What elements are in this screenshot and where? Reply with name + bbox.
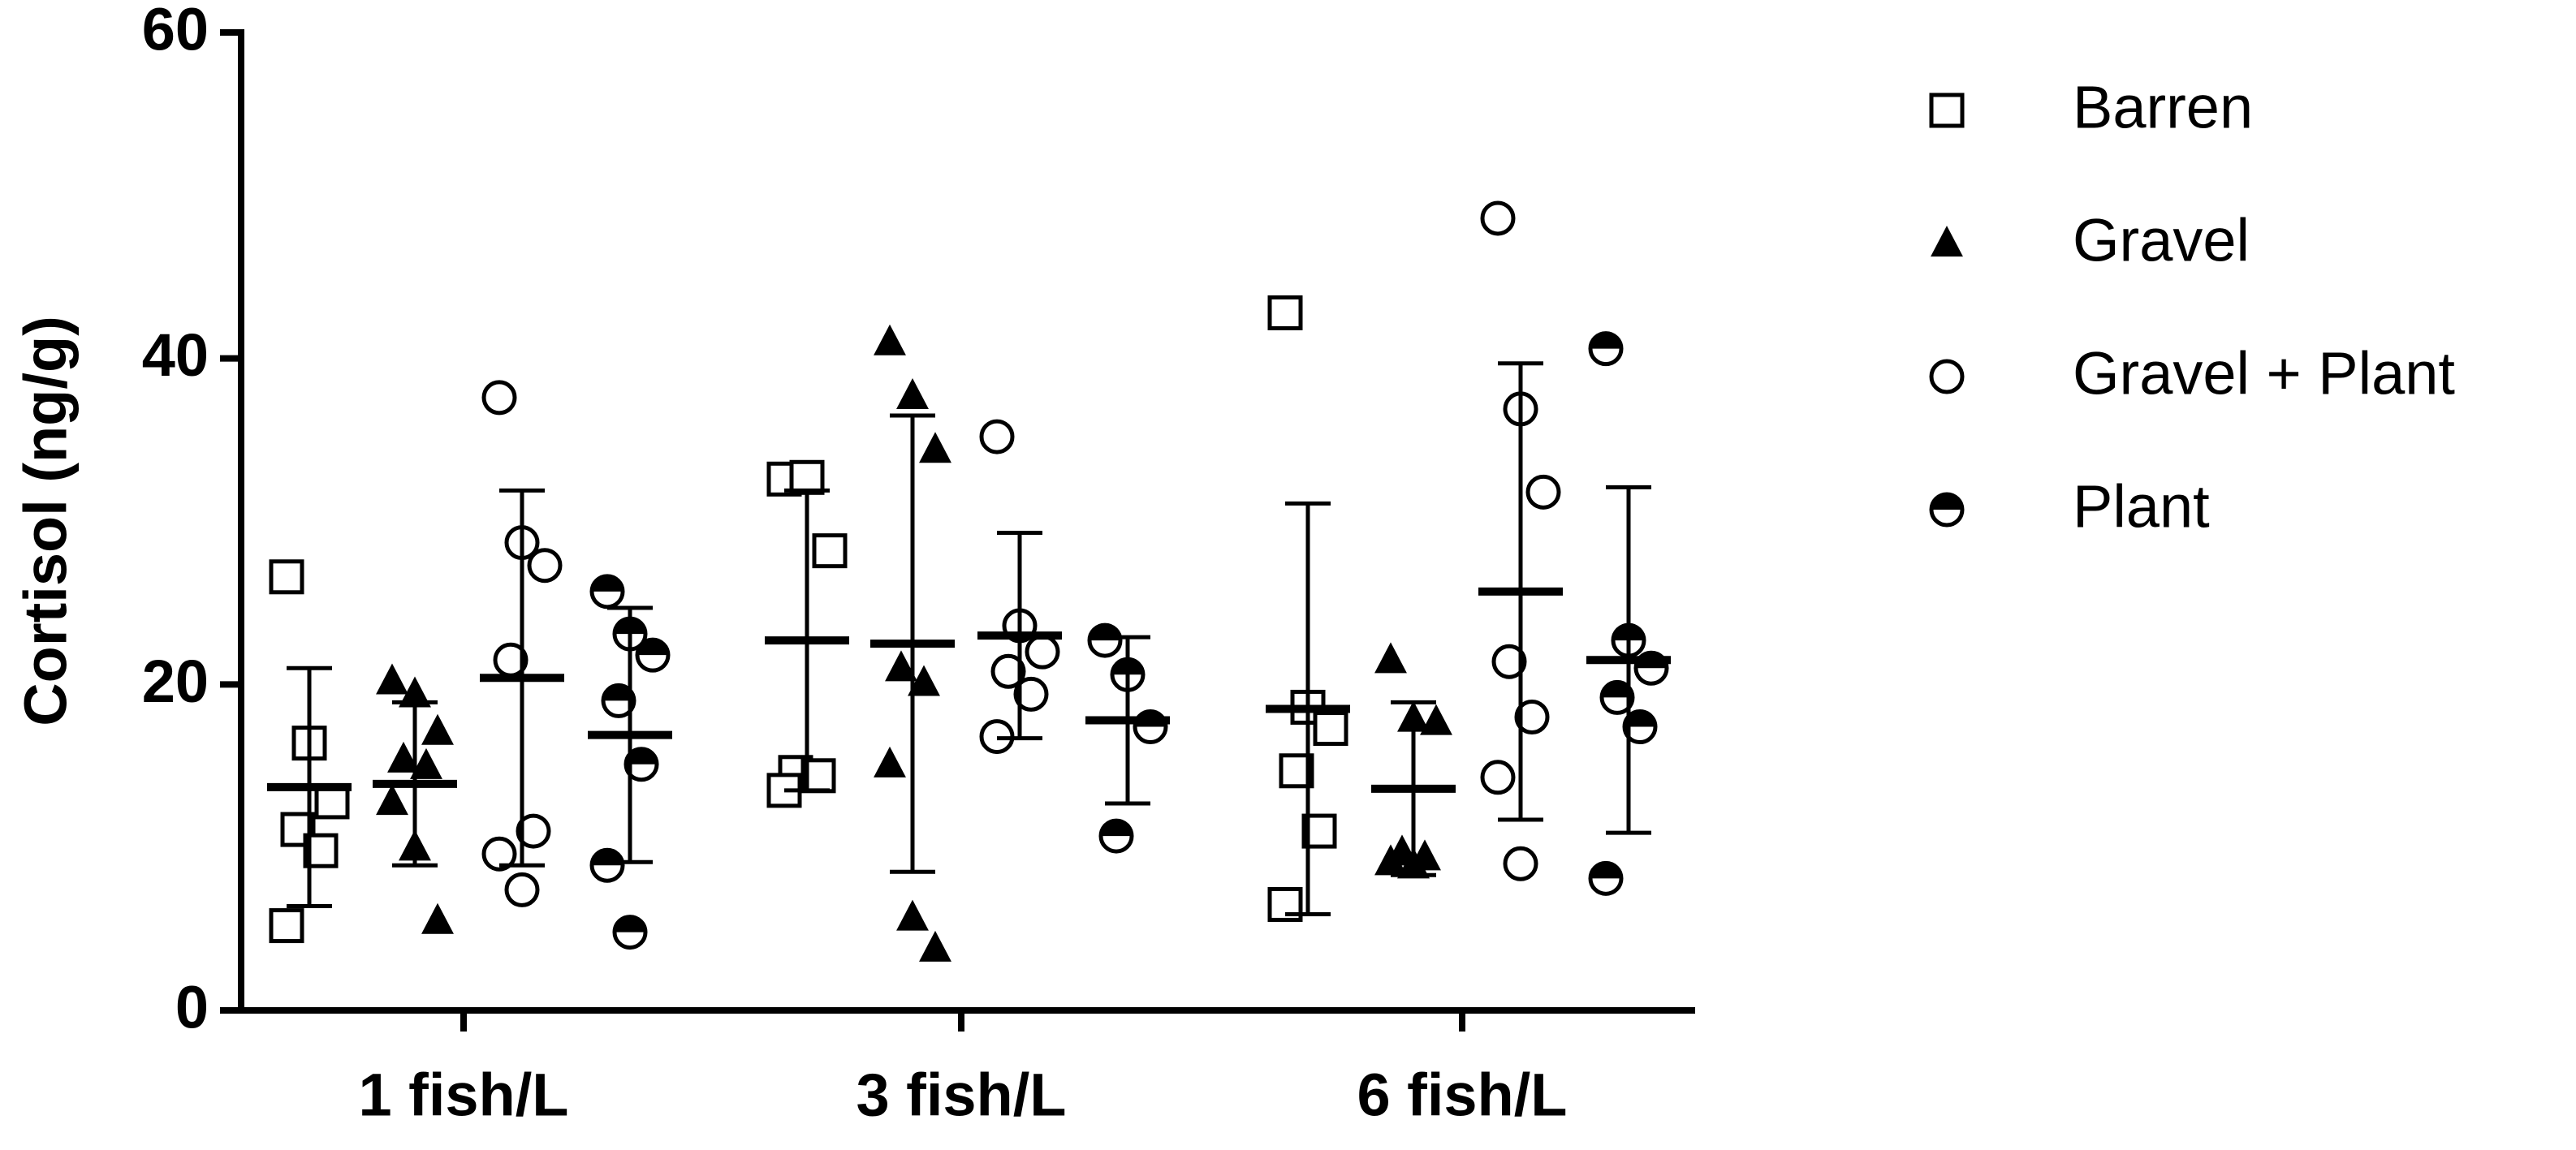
y-tick-label: 40 [142,321,209,389]
point-half [626,748,657,765]
point [919,432,951,463]
legend-label: Gravel + Plant [2073,340,2455,407]
point [481,836,517,872]
point [1025,634,1060,670]
point [481,380,517,416]
point [589,847,625,883]
point [1588,331,1624,367]
point-half [1590,333,1621,349]
y-axis-label: Cortisol (ng/g) [12,316,80,726]
legend-marker [1929,359,1965,394]
point [1098,818,1134,854]
legend-marker [1929,93,1965,128]
point [1374,844,1407,876]
point [410,747,442,779]
point [1525,474,1561,510]
point-half [1625,711,1655,727]
point [1599,679,1635,715]
point [1480,200,1516,236]
legend-label: Barren [2073,74,2253,141]
point-half [1590,863,1621,879]
point [1588,860,1624,896]
point-half [615,916,645,932]
point [1313,711,1348,747]
legend-marker [1931,226,1963,257]
point [990,653,1026,689]
x-tick-label: 6 fish/L [1357,1062,1567,1129]
point [896,899,929,931]
point [874,746,906,777]
point [589,574,625,609]
point [874,324,906,355]
point [1491,644,1527,679]
point [919,930,951,962]
point [421,902,454,934]
x-tick-label: 1 fish/L [358,1062,568,1129]
point [527,548,563,584]
point [896,378,929,410]
point-half [637,640,668,656]
point [1087,622,1123,658]
point [1267,295,1303,330]
point [812,533,848,569]
point [314,784,350,820]
point-half [1101,821,1132,837]
point [1420,704,1452,735]
point [601,683,636,718]
y-tick-label: 20 [142,648,209,715]
point [399,676,431,708]
y-tick-label: 60 [142,0,209,63]
point [1133,709,1168,745]
point [1622,709,1658,745]
point [624,747,659,782]
point [516,813,551,849]
point [789,459,825,495]
point [635,637,671,673]
legend-label: Plant [2073,473,2210,541]
point [908,665,940,696]
point [885,650,917,682]
point-half [1602,682,1633,698]
point [421,713,454,745]
legend-marker [1929,492,1965,528]
point [1374,642,1407,674]
point [269,908,304,944]
x-tick-label: 3 fish/L [856,1062,1066,1129]
point-half [1931,494,1962,510]
point [1514,700,1550,734]
point [612,915,648,950]
point [387,741,420,773]
point [1013,676,1049,712]
point [1480,760,1516,795]
point [269,559,304,595]
point-half [592,575,623,592]
point-half [603,685,634,701]
y-tick-label: 0 [175,974,209,1041]
point [1503,846,1538,881]
point [979,419,1015,454]
point [376,784,408,816]
point [376,663,408,695]
point [504,872,540,907]
legend-label: Gravel [2073,207,2250,274]
